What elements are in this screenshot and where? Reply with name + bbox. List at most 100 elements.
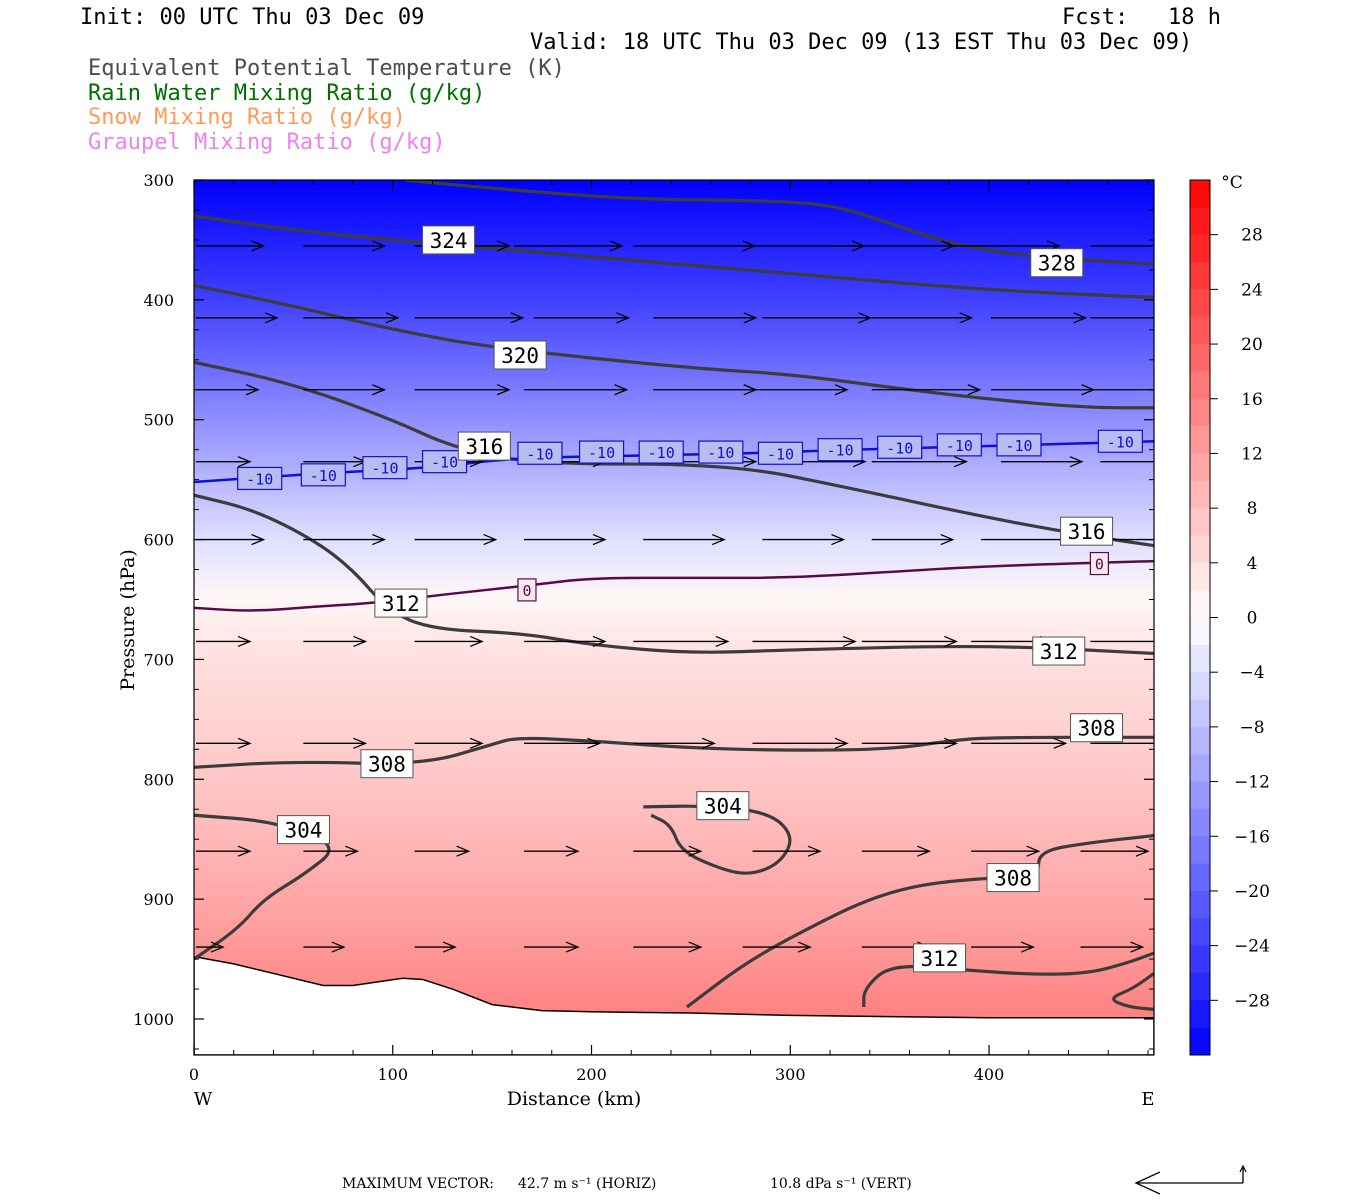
wind-vector (303, 737, 368, 749)
valid-time: Valid: 18 UTC Thu 03 Dec 09 (13 EST Thu … (530, 30, 1193, 55)
theta-e-contour-312 (862, 951, 1154, 1008)
y-tick-label: 800 (143, 770, 174, 789)
field-snow: Snow Mixing Ratio (g/kg) (88, 105, 406, 130)
theta-e-contour-320 (194, 283, 1154, 410)
svg-text:-10: -10 (767, 445, 794, 463)
colorbar-bin (1190, 344, 1210, 372)
wind-vector (633, 941, 703, 953)
wind-vector (1090, 742, 1154, 744)
wind-vector (303, 533, 387, 546)
field-graupel: Graupel Mixing Ratio (g/kg) (88, 130, 446, 155)
colorbar-tick-label: 4 (1247, 554, 1258, 574)
isotherm-label: -10 (1097, 429, 1143, 453)
reference-vertical-arrowhead (1239, 1164, 1247, 1173)
x-axis-title: Distance (km) (507, 1088, 642, 1110)
theta-e-contour-312 (194, 493, 1154, 656)
theta-e-label: 308 (1070, 713, 1124, 743)
wind-vector (1090, 245, 1154, 247)
theta-e-label: 312 (374, 588, 428, 618)
theta-e-contour-324 (404, 180, 1154, 266)
wind-vector (196, 845, 252, 857)
theta-e-label: 328 (1030, 248, 1084, 278)
wind-vector (514, 240, 624, 252)
isotherm-label: -10 (936, 433, 982, 457)
terrain-surface (194, 955, 1154, 1055)
theta-e-contour-312 (1112, 972, 1154, 1012)
wind-vector (752, 845, 822, 857)
forecast-label: Fcst: (1062, 5, 1129, 30)
max-vector-vert: 10.8 dPa s⁻¹ (VERT) (770, 1176, 912, 1192)
colorbar-bin (1190, 180, 1210, 208)
isotherm-label: -10 (421, 450, 468, 474)
svg-text:-10: -10 (946, 437, 973, 455)
colorbar-bin (1190, 316, 1210, 345)
theta-e-contour-308 (685, 834, 1154, 1009)
svg-text:308: 308 (368, 753, 406, 777)
colorbar-tick-label: 20 (1241, 335, 1263, 355)
colorbar-tick-label: −12 (1234, 773, 1270, 793)
wind-vector (414, 845, 471, 857)
colorbar-bin (1190, 972, 1210, 1001)
wind-vector (303, 941, 346, 953)
isotherm-label: 0 (517, 578, 537, 602)
wind-vector (861, 845, 932, 857)
svg-text:-10: -10 (1005, 437, 1032, 455)
wind-vector (414, 941, 457, 953)
theta-e-label: 316 (1060, 516, 1114, 546)
theta-e-contour-316 (194, 360, 1154, 548)
isotherm-label: -10 (517, 441, 563, 465)
y-tick-label: 400 (143, 291, 174, 310)
colorbar-tick-label: 24 (1241, 280, 1263, 300)
wind-vector (303, 845, 360, 857)
temperature-colorbar: 28 24 20 16 12 8 4 0 −4 −8 −12 −16 −20 −24 −28 °C (1189, 173, 1270, 1056)
isotherm-label: -10 (698, 440, 744, 464)
svg-text:-10: -10 (1107, 433, 1134, 451)
colorbar-bin (1190, 945, 1210, 974)
wind-vector (523, 737, 602, 749)
wind-vector (752, 384, 849, 396)
wind-vector (762, 533, 846, 546)
wind-vector (303, 384, 387, 396)
wind-vector (871, 456, 968, 468)
wind-vector (971, 737, 1068, 749)
wind-vector (196, 456, 252, 468)
init-time: Init: 00 UTC Thu 03 Dec 09 (80, 5, 425, 30)
colorbar-bin (1190, 836, 1210, 865)
y-tick-label: 500 (143, 411, 174, 430)
svg-text:0: 0 (1095, 556, 1104, 574)
wind-vector (196, 533, 266, 546)
colorbar-bin (1190, 234, 1210, 263)
wind-vector (196, 737, 252, 749)
wind-vector (196, 941, 225, 953)
svg-text:312: 312 (921, 947, 959, 971)
y-tick-label: 1000 (133, 1010, 174, 1029)
colorbar-tick-label: −24 (1234, 937, 1270, 957)
wind-vector (633, 845, 703, 857)
y-tick-label: 300 (143, 171, 174, 190)
wind-vector (633, 737, 716, 749)
isotherm-label: -10 (996, 433, 1042, 457)
svg-text:-10: -10 (886, 439, 913, 457)
colorbar-bin (1190, 590, 1210, 618)
svg-text:-10: -10 (526, 445, 553, 463)
colorbar-bin (1190, 754, 1210, 783)
colorbar-tick-label: −20 (1234, 882, 1270, 902)
colorbar-bin (1190, 562, 1210, 591)
theta-e-contour-324 (194, 214, 1154, 300)
isotherm-line-0 (194, 559, 1154, 612)
isotherm-label: 0 (1089, 551, 1109, 576)
colorbar-unit: °C (1221, 173, 1243, 193)
wind-vector (971, 941, 1035, 953)
theta-e-label: 320 (493, 340, 547, 370)
svg-text:-10: -10 (588, 444, 615, 462)
colorbar-bin (1190, 918, 1210, 947)
plot-frame (193, 179, 1155, 1056)
colorbar-bin (1190, 726, 1210, 755)
colorbar-bin (1190, 398, 1210, 427)
wind-vector (303, 240, 387, 252)
theta-e-label: 312 (913, 943, 967, 973)
colorbar-bin (1190, 1027, 1210, 1056)
svg-text:312: 312 (1040, 640, 1078, 664)
isotherm-label: -10 (300, 463, 346, 487)
